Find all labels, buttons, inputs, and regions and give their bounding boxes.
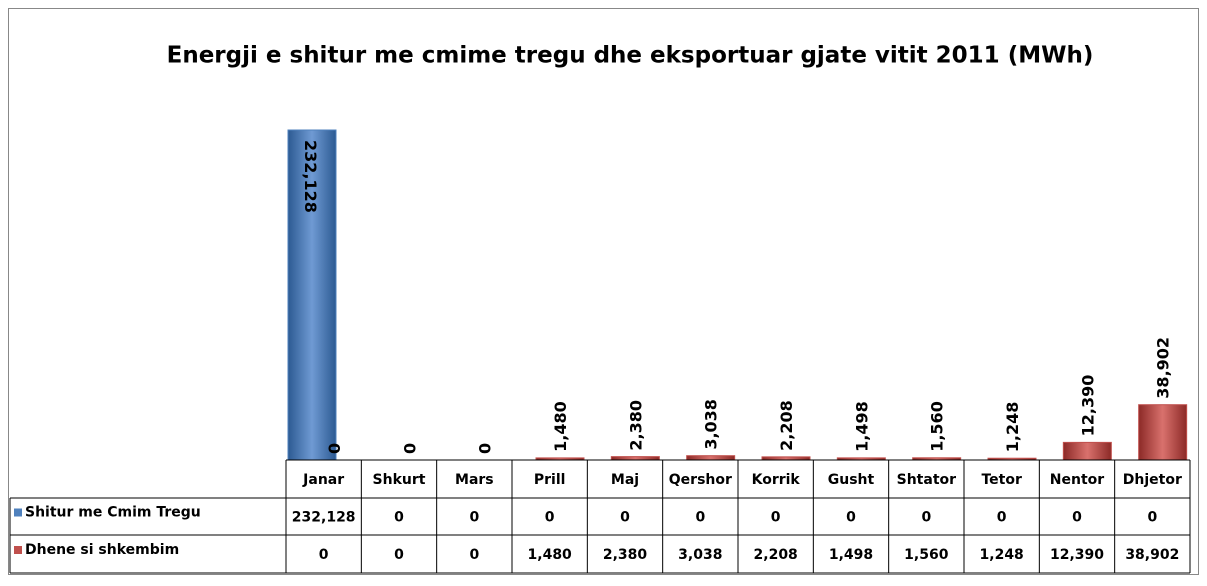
x-tick-label: Nentor: [1050, 472, 1104, 488]
table-cell: 3,038: [678, 547, 722, 563]
data-label: 1,560: [928, 401, 947, 452]
data-label: 0: [325, 443, 344, 454]
x-tick-label: Prill: [534, 472, 566, 488]
data-label: 1,248: [1003, 402, 1022, 453]
x-tick-label: Mars: [455, 472, 494, 488]
table-cell: 1,248: [980, 547, 1024, 563]
table-cell: 38,902: [1125, 547, 1179, 563]
table-cell: 0: [997, 510, 1007, 526]
bar: [686, 455, 736, 461]
chart-border: [8, 8, 1199, 575]
legend-swatch: [14, 508, 22, 517]
table-cell: 2,380: [603, 547, 648, 563]
table-cell: 0: [394, 547, 404, 563]
table-cell: 0: [771, 510, 781, 526]
table-cell: 0: [921, 510, 931, 526]
x-tick-label: Tetor: [981, 472, 1021, 488]
x-tick-label: Shkurt: [373, 472, 426, 488]
x-tick-label: Dhjetor: [1123, 472, 1182, 488]
data-label: 12,390: [1078, 375, 1097, 437]
table-cell: 0: [545, 510, 555, 526]
data-label: 0: [400, 443, 419, 454]
x-tick-label: Maj: [611, 472, 639, 488]
data-label: 1,498: [852, 401, 871, 452]
table-cell: 1,480: [528, 547, 573, 563]
x-tick-label: Korrik: [752, 472, 801, 488]
bar: [287, 129, 337, 461]
table-cell: 0: [620, 510, 630, 526]
table-cell: 0: [469, 510, 479, 526]
legend-label: Shitur me Cmim Tregu: [25, 505, 201, 521]
table-cell: 12,390: [1050, 547, 1104, 563]
data-label: 0: [476, 443, 495, 454]
x-tick-label: Qershor: [669, 472, 732, 488]
x-tick-label: Shtator: [897, 472, 957, 488]
table-cell: 0: [1072, 510, 1082, 526]
table-cell: 0: [394, 510, 404, 526]
data-label: 232,128: [301, 140, 320, 213]
table-cell: 0: [469, 547, 479, 563]
x-tick-label: Janar: [302, 472, 344, 488]
table-cell: 1,560: [904, 547, 949, 563]
table-cell: 1,498: [829, 547, 873, 563]
table-cell: 0: [319, 547, 329, 563]
data-label: 1,480: [551, 401, 570, 452]
bar: [1138, 404, 1188, 461]
table-cell: 0: [846, 510, 856, 526]
bar: [1062, 441, 1112, 461]
data-label: 2,208: [777, 400, 796, 451]
table-cell: 2,208: [754, 547, 798, 563]
x-tick-label: Gusht: [828, 472, 875, 488]
table-cell: 0: [695, 510, 705, 526]
data-label: 2,380: [626, 400, 645, 451]
data-label: 38,902: [1154, 337, 1173, 399]
table-cell: 232,128: [292, 510, 356, 526]
table-cell: 0: [1147, 510, 1157, 526]
bar: [610, 456, 660, 461]
legend-label: Dhene si shkembim: [25, 542, 179, 558]
data-label: 3,038: [702, 399, 721, 450]
chart-title: Energji e shitur me cmime tregu dhe eksp…: [167, 43, 1094, 69]
legend-swatch: [14, 546, 22, 554]
